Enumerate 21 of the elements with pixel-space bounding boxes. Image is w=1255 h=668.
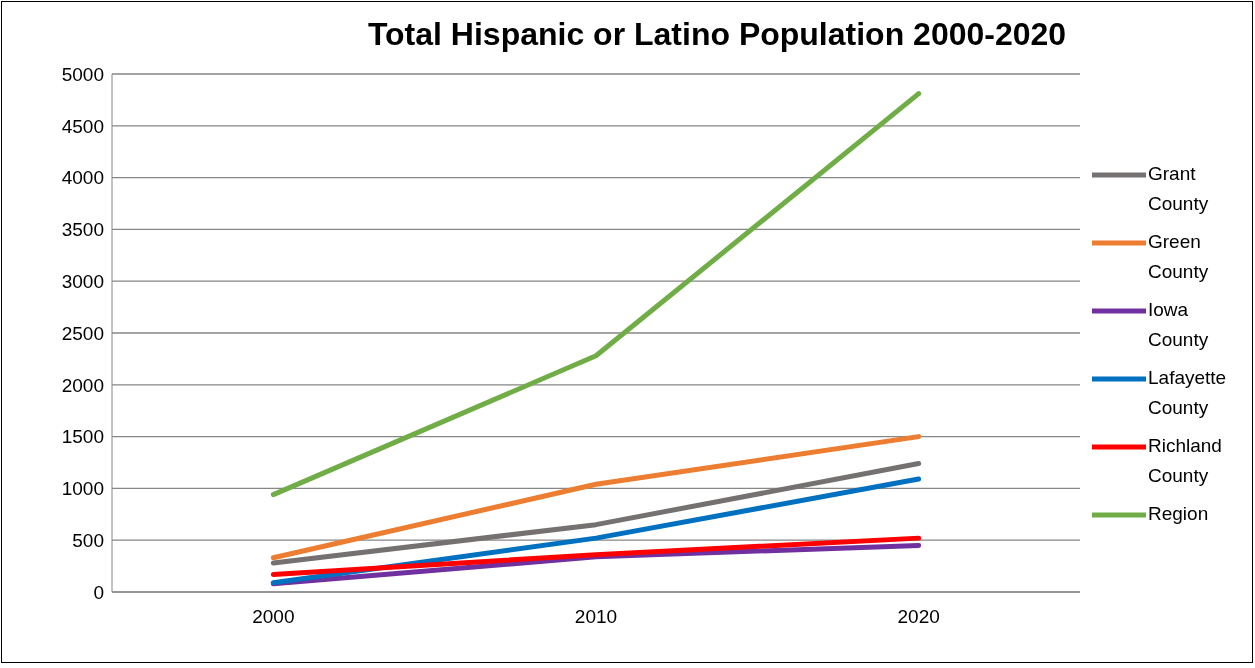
y-tick-label: 1000 [61, 478, 104, 500]
y-tick-label: 4000 [61, 167, 104, 189]
legend-label: Iowa County [1148, 298, 1210, 352]
y-tick-label: 500 [72, 529, 104, 551]
legend-label: Richland County [1148, 434, 1223, 488]
chart-title: Total Hispanic or Latino Population 2000-2020 [366, 16, 1068, 53]
y-tick-label: 0 [93, 581, 104, 603]
y-tick-label: 2000 [61, 374, 104, 396]
y-tick-label: 2500 [61, 322, 104, 344]
x-tick-label: 2020 [897, 606, 940, 628]
x-tick-label: 2010 [574, 606, 618, 628]
x-tick-label: 2000 [252, 606, 295, 628]
legend-label: Lafayette County [1148, 366, 1228, 420]
y-tick-label: 1500 [61, 426, 104, 448]
y-tick-label: 3500 [61, 219, 104, 241]
y-tick-label: 4500 [61, 115, 104, 137]
legend-label: Region [1148, 502, 1210, 526]
y-tick-label: 5000 [61, 63, 104, 85]
legend-label: Green County [1148, 230, 1210, 284]
y-tick-label: 3000 [61, 270, 104, 292]
legend-label: Grant County [1148, 162, 1210, 216]
